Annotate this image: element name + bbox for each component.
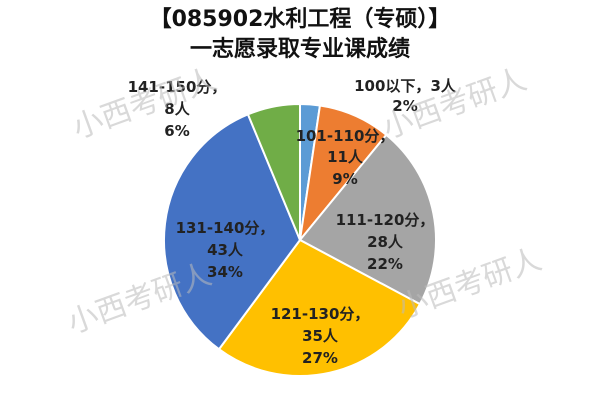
category-label: 101-110分 [296,127,380,145]
category-label: 111-120分 [336,211,420,229]
value-label: 43人 [207,241,244,259]
category-label: 131-140分 [176,219,260,237]
value-label: 3人 [430,77,456,95]
chart-title: 一志愿录取专业课成绩 [190,36,410,62]
pie [163,102,437,377]
chart-title: 【085902水利工程（专硕）】 [150,6,451,32]
value-label: 8人 [164,100,190,118]
data-label: 34% [207,263,243,281]
labels: 100以下，3人2%101-110分，11人9%111-120分，28人22%1… [128,77,457,367]
data-label: 22% [367,255,403,273]
data-label: 101-110分， [296,127,395,145]
data-label: 8人 [164,100,190,118]
separator: ， [211,78,226,96]
data-label: 11人 [327,148,364,166]
data-label: 111-120分， [336,211,435,229]
category-label: 121-130分 [271,305,355,323]
percent-label: 9% [332,170,357,188]
separator: ， [415,77,430,95]
value-label: 35人 [302,327,339,345]
percent-label: 27% [302,349,338,367]
data-label: 6% [164,122,189,140]
pie-slice [217,238,422,377]
category-label: 100以下 [354,77,415,95]
data-label: 35人 [302,327,339,345]
percent-label: 22% [367,255,403,273]
percent-label: 2% [392,97,417,115]
separator: ， [379,127,394,145]
watermark: 小西考研人 [68,62,221,146]
data-label: 9% [332,170,357,188]
category-label: 141-150分 [128,78,212,96]
pie-slice [163,113,302,351]
data-label: 28人 [367,233,404,251]
percent-label: 34% [207,263,243,281]
data-label: 100以下，3人 [354,77,457,95]
separator: ， [354,305,369,323]
data-label: 2% [392,97,417,115]
percent-label: 6% [164,122,189,140]
data-label: 121-130分， [271,305,370,323]
value-label: 11人 [327,148,364,166]
separator: ， [259,219,274,237]
data-label: 43人 [207,241,244,259]
separator: ， [419,211,434,229]
pie-slice [298,133,437,306]
data-label: 27% [302,349,338,367]
watermark: 小西考研人 [378,62,531,146]
data-label: 131-140分， [176,219,275,237]
pie-slice [246,102,301,241]
data-label: 141-150分， [128,78,227,96]
value-label: 28人 [367,233,404,251]
